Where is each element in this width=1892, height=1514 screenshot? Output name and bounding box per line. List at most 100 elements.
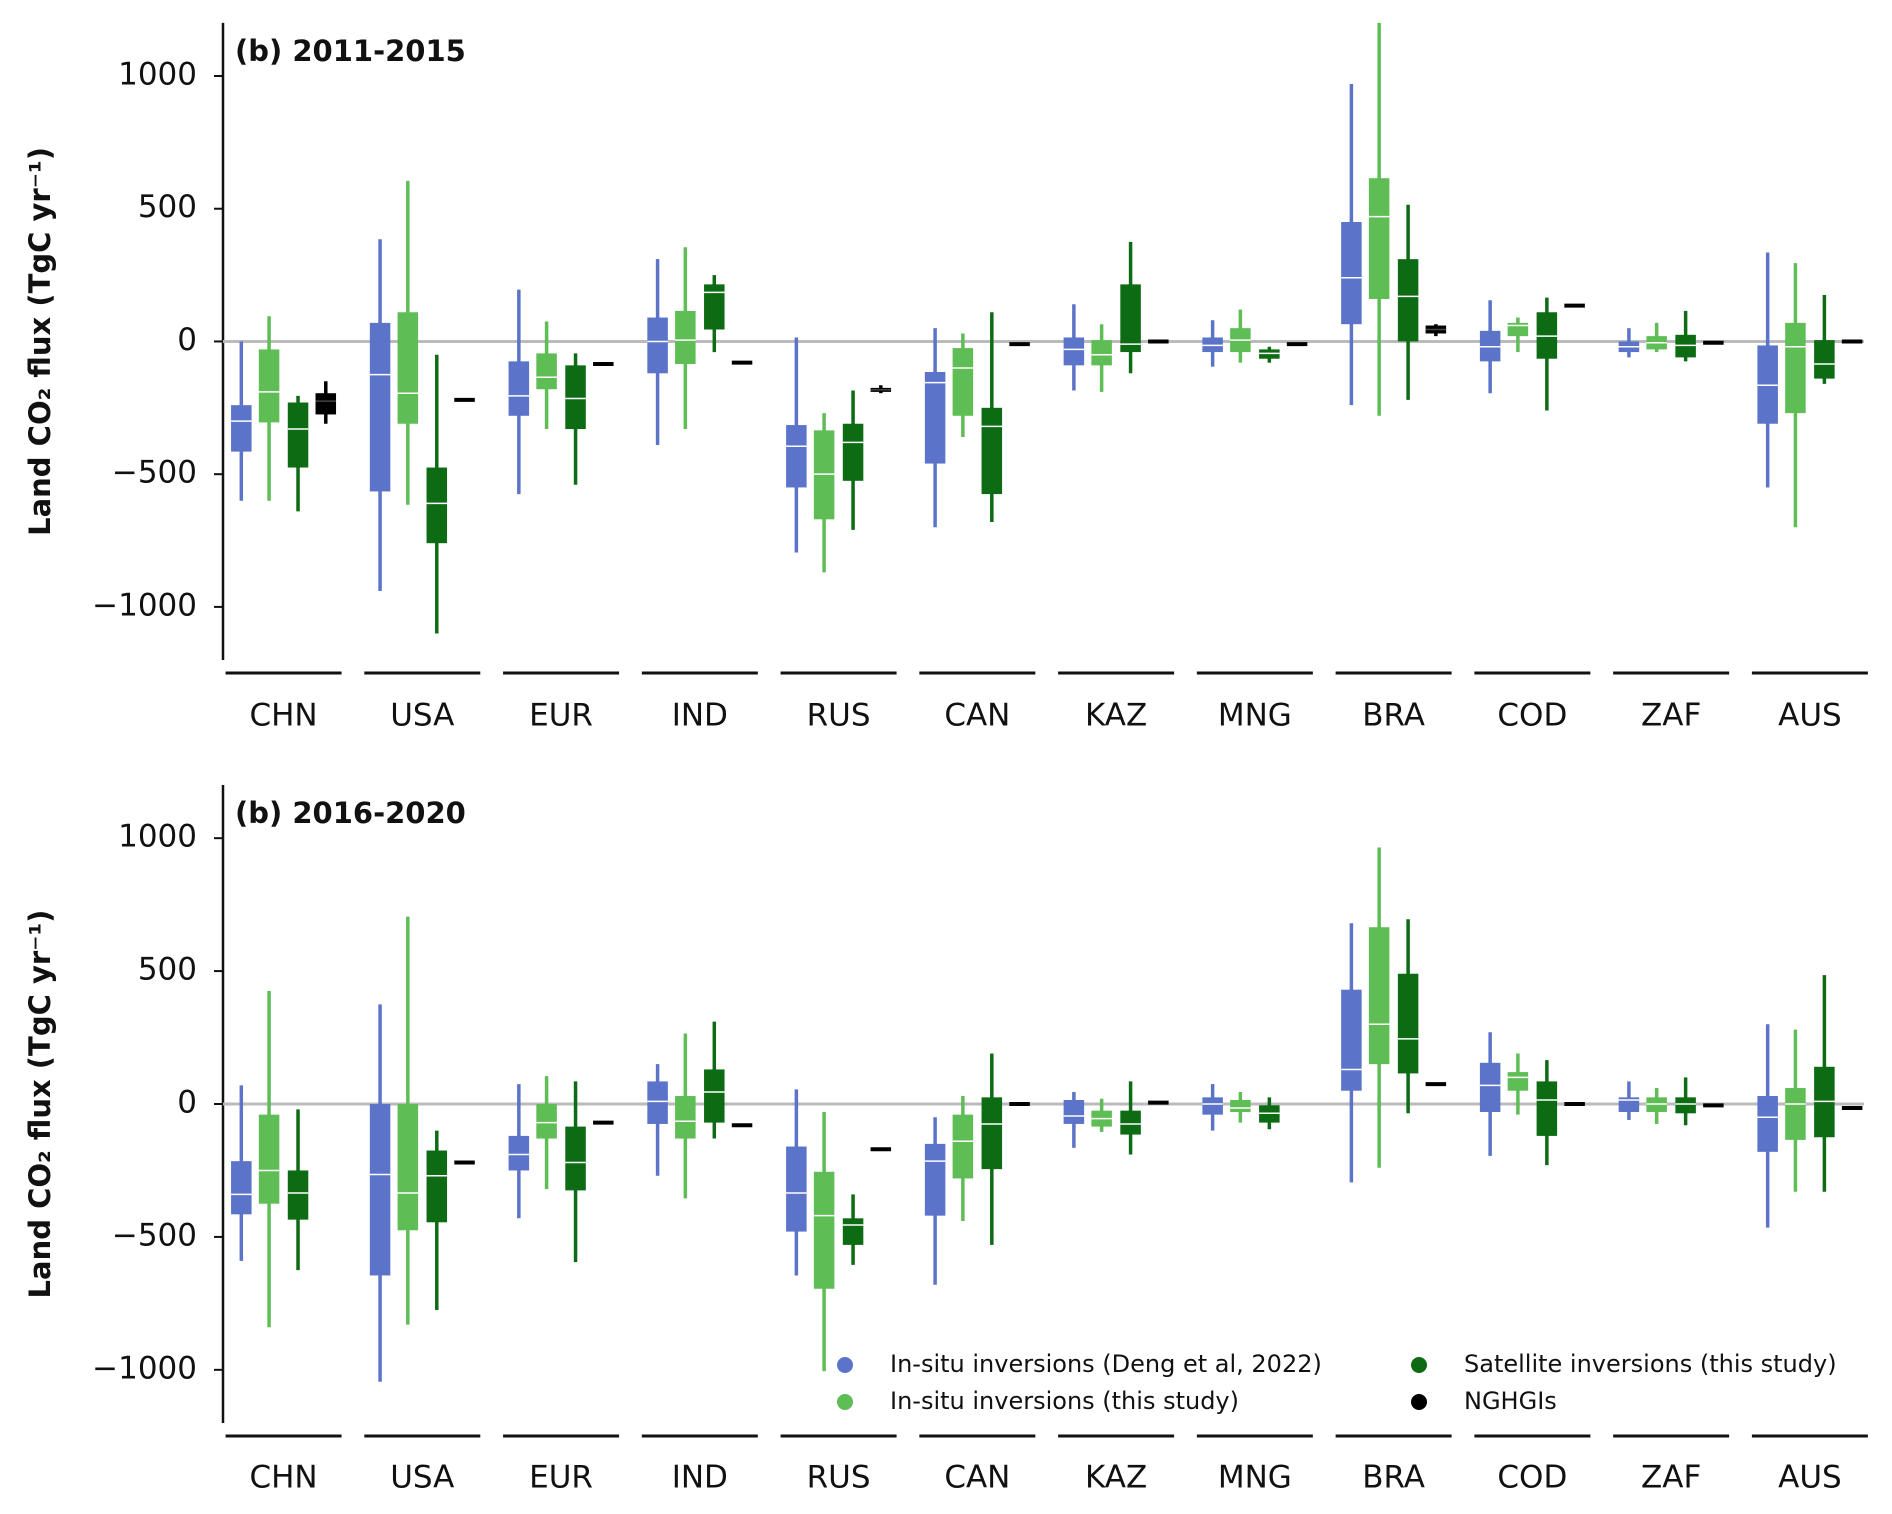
box [397,312,419,424]
x-tick-label: USA [390,1460,454,1496]
y-axis-label: Land CO₂ flux (TgC yr⁻¹) [23,910,57,1299]
y-tick-label: −500 [112,1217,197,1253]
box [1814,340,1835,379]
legend-marker [1411,1394,1427,1410]
box [786,425,807,488]
box [231,1161,252,1215]
box [258,1114,280,1204]
box [1063,337,1085,366]
box [1397,259,1419,342]
box [952,1114,974,1179]
x-tick-label: BRA [1362,698,1425,734]
box [1507,1072,1529,1091]
legend-marker [837,1357,853,1373]
box [258,349,280,423]
box [1368,927,1390,1065]
box [536,353,557,390]
box [1120,1110,1141,1135]
box [842,1218,864,1245]
x-tick-label: ZAF [1641,698,1701,734]
box [1757,1096,1778,1152]
y-tick-label: 500 [138,189,197,225]
box [842,423,864,481]
box [1785,1088,1806,1140]
box [1397,973,1419,1074]
x-tick-label: AUS [1778,1460,1842,1496]
box [565,1126,586,1191]
box [647,1081,668,1124]
legend-marker [1411,1357,1427,1373]
box [508,1135,530,1171]
box [426,467,448,544]
x-tick-label: KAZ [1085,1460,1147,1496]
x-tick-label: MNG [1218,1460,1292,1496]
y-tick-label: 1000 [118,819,197,855]
x-tick-label: EUR [529,698,593,734]
box [1341,989,1362,1091]
legend-label: NGHGIs [1464,1387,1557,1415]
box [924,371,946,464]
box [704,1069,725,1123]
y-tick-label: −1000 [92,587,197,623]
box [287,402,309,468]
box [536,1104,557,1139]
box [1230,1100,1251,1112]
x-tick-label: COD [1497,1460,1567,1496]
box [981,407,1003,495]
panel-title: (b) 2016-2020 [235,796,466,830]
box [952,348,974,416]
y-tick-label: 0 [177,1085,197,1121]
legend-label: In-situ inversions (Deng et al, 2022) [890,1350,1322,1378]
x-tick-label: MNG [1218,698,1292,734]
box [1618,1097,1640,1112]
box [1202,1097,1223,1115]
x-tick-label: RUS [807,698,871,734]
box [981,1097,1003,1170]
box [565,365,586,430]
box [1536,1081,1558,1136]
box [1785,322,1806,414]
x-tick-label: COD [1497,698,1567,734]
x-tick-label: IND [672,1460,728,1496]
panel-title: (b) 2011-2015 [235,34,466,68]
legend-label: Satellite inversions (this study) [1464,1350,1837,1378]
x-tick-label: EUR [529,1460,593,1496]
box [369,322,391,492]
x-tick-label: RUS [807,1460,871,1496]
box [1063,1100,1085,1124]
box [1341,221,1362,325]
x-tick-label: CHN [249,698,317,734]
box [704,284,725,330]
box [786,1146,807,1232]
y-tick-label: 0 [177,322,197,358]
box [397,1104,419,1231]
box [315,393,337,415]
box [369,1104,391,1276]
y-tick-label: 500 [138,952,197,988]
box [1479,1062,1501,1112]
box [287,1170,309,1220]
y-tick-label: −500 [112,455,197,491]
box [1091,340,1112,366]
box [924,1143,946,1216]
box [675,1096,696,1139]
box [813,1171,835,1289]
x-tick-label: USA [390,698,454,734]
legend-label: In-situ inversions (this study) [890,1387,1239,1415]
x-tick-label: AUS [1778,698,1842,734]
x-tick-label: IND [672,698,728,734]
x-tick-label: CAN [944,1460,1010,1496]
y-tick-label: 1000 [118,56,197,92]
x-tick-label: CHN [249,1460,317,1496]
box [231,405,252,452]
box [675,310,696,365]
box [1368,178,1390,299]
box [647,317,668,374]
x-tick-label: ZAF [1641,1460,1701,1496]
x-tick-label: CAN [944,698,1010,734]
box [426,1150,448,1223]
x-tick-label: BRA [1362,1460,1425,1496]
y-axis-label: Land CO₂ flux (TgC yr⁻¹) [23,147,57,536]
box [508,361,530,416]
